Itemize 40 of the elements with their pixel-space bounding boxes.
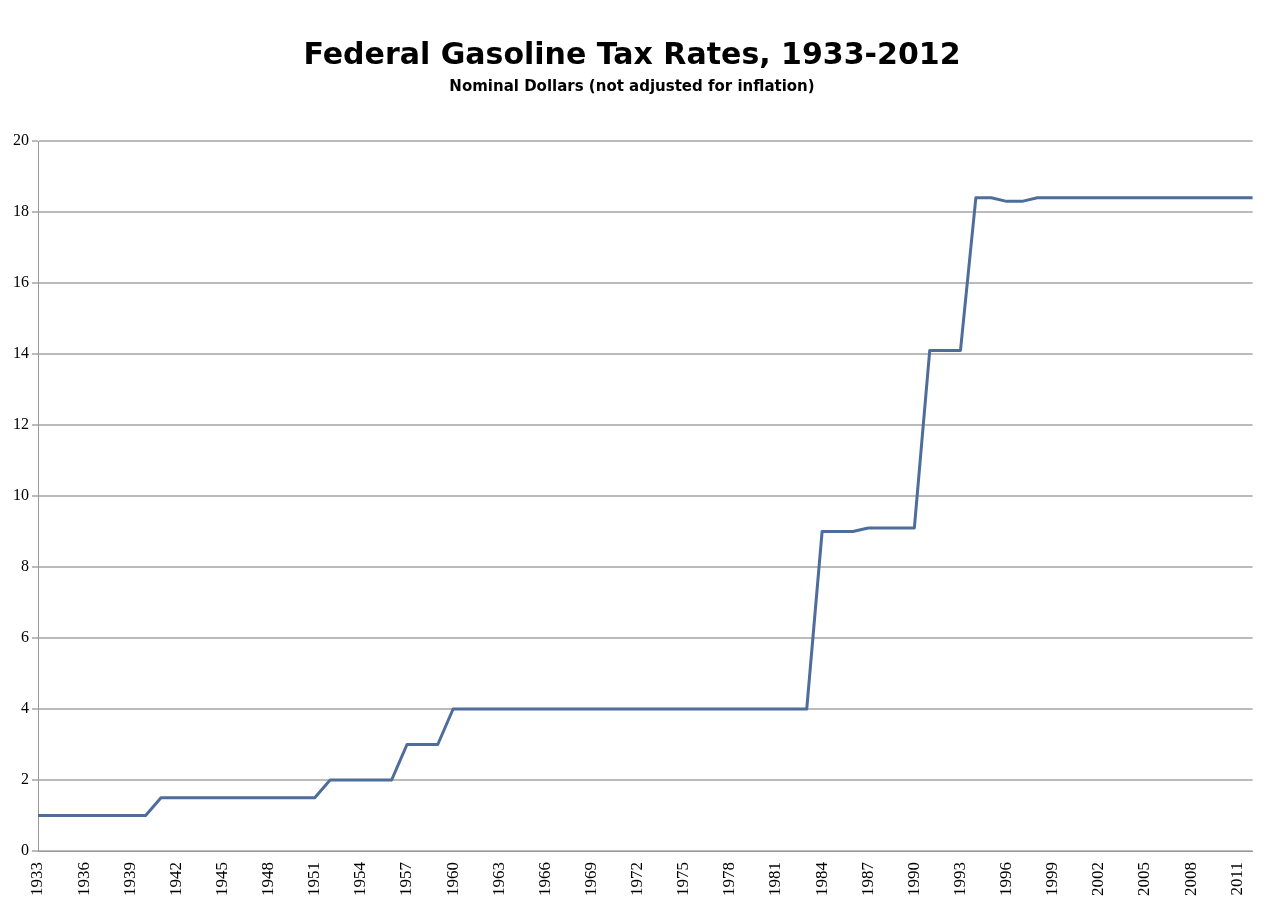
x-tick-label: 1999 <box>1042 862 1062 896</box>
y-tick-label: 4 <box>21 699 29 717</box>
chart-subtitle: Nominal Dollars (not adjusted for inflation) <box>449 76 815 95</box>
x-tick-label: 2002 <box>1088 862 1108 896</box>
x-tick-label: 1942 <box>165 862 185 896</box>
y-tick-label: 8 <box>21 557 29 575</box>
x-tick-label: 2011 <box>1226 862 1246 896</box>
x-tick-label: 1939 <box>119 862 139 896</box>
x-tick-label: 1933 <box>27 862 47 896</box>
x-tick-label: 1984 <box>811 861 831 896</box>
y-tick-label: 10 <box>13 486 29 504</box>
x-tick-label: 1978 <box>719 862 739 896</box>
x-tick-label: 1996 <box>996 862 1016 896</box>
x-tick-label: 1969 <box>580 862 600 896</box>
y-tick-label: 14 <box>13 344 29 362</box>
x-tick-label: 2008 <box>1180 862 1200 896</box>
x-tick-label: 1975 <box>673 862 693 896</box>
x-tick-label: 1972 <box>627 862 647 896</box>
x-tick-label: 1960 <box>442 862 462 896</box>
chart-title: Federal Gasoline Tax Rates, 1933-2012 <box>303 35 961 71</box>
y-tick-label: 18 <box>13 202 29 220</box>
x-tick-label: 2005 <box>1134 862 1154 896</box>
x-tick-label: 1945 <box>211 862 231 896</box>
x-tick-label: 1987 <box>857 861 877 896</box>
y-tick-label: 12 <box>13 415 29 433</box>
y-tick-label: 16 <box>13 273 29 291</box>
x-tick-label: 1957 <box>396 861 416 896</box>
x-tick-label: 1963 <box>488 862 508 896</box>
y-tick-label: 6 <box>21 628 29 646</box>
x-tick-label: 1966 <box>534 862 554 896</box>
y-tick-label: 20 <box>13 131 29 149</box>
x-tick-label: 1948 <box>258 862 278 896</box>
x-tick-label: 1951 <box>304 862 324 896</box>
x-tick-label: 1954 <box>350 861 370 896</box>
y-tick-label: 2 <box>21 770 29 788</box>
y-tick-label: 0 <box>21 841 29 859</box>
x-tick-label: 1981 <box>765 862 785 896</box>
x-tick-label: 1936 <box>73 862 93 896</box>
x-tick-label: 1993 <box>949 862 969 896</box>
x-tick-label: 1990 <box>903 862 923 896</box>
